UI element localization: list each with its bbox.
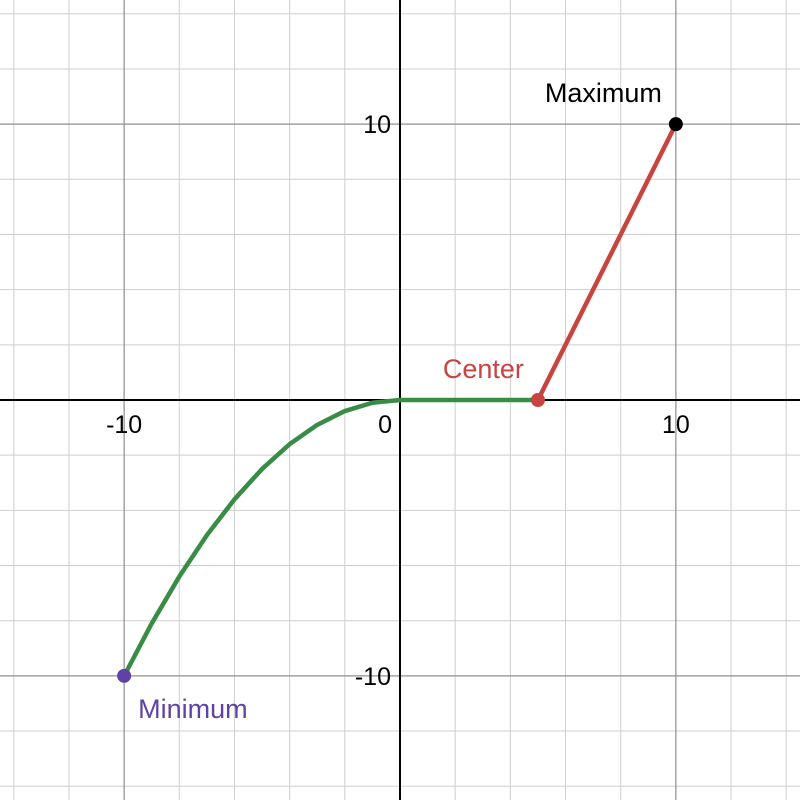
series-line-2 <box>535 121 679 403</box>
y-tick-label: -10 <box>355 663 391 691</box>
y-tick-label: 10 <box>363 111 391 139</box>
series-line-1 <box>121 397 541 679</box>
point-label-maximum: Maximum <box>545 78 662 108</box>
points-layer: Maximum Center Minimum <box>117 78 683 724</box>
point-label-center: Center <box>443 354 524 384</box>
series-layer <box>121 121 679 679</box>
tick-labels: -10 0 10 10 -10 <box>106 111 690 691</box>
point-label-minimum: Minimum <box>138 694 248 724</box>
x-tick-label: 10 <box>662 411 690 439</box>
point-minimum[interactable] <box>117 668 132 683</box>
point-center[interactable] <box>530 393 545 407</box>
point-maximum[interactable] <box>668 117 683 132</box>
x-tick-label: 0 <box>378 411 392 439</box>
x-tick-label: -10 <box>106 411 142 439</box>
